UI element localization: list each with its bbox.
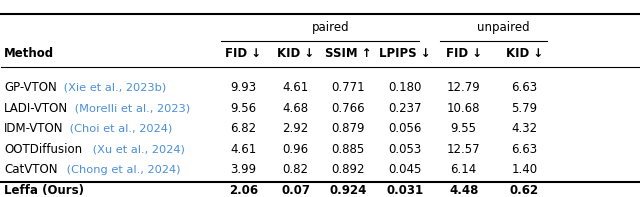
- Text: 12.57: 12.57: [447, 143, 481, 156]
- Text: (Morelli et al., 2023): (Morelli et al., 2023): [71, 103, 190, 113]
- Text: 2.06: 2.06: [229, 184, 258, 197]
- Text: 0.96: 0.96: [283, 143, 308, 156]
- Text: 0.771: 0.771: [332, 81, 365, 94]
- Text: 0.237: 0.237: [388, 102, 422, 115]
- Text: (Choi et al., 2024): (Choi et al., 2024): [66, 124, 172, 134]
- Text: 4.32: 4.32: [511, 122, 538, 135]
- Text: 0.07: 0.07: [281, 184, 310, 197]
- Text: 0.879: 0.879: [332, 122, 365, 135]
- Text: paired: paired: [312, 21, 349, 34]
- Text: OOTDiffusion: OOTDiffusion: [4, 143, 82, 156]
- Text: KID ↓: KID ↓: [277, 47, 314, 60]
- Text: (Xie et al., 2023b): (Xie et al., 2023b): [60, 83, 166, 93]
- Text: (Chong et al., 2024): (Chong et al., 2024): [63, 165, 180, 175]
- Text: 0.031: 0.031: [387, 184, 424, 197]
- Text: 6.14: 6.14: [451, 163, 477, 176]
- Text: 0.82: 0.82: [283, 163, 308, 176]
- Text: LADI-VTON: LADI-VTON: [4, 102, 68, 115]
- Text: unpaired: unpaired: [477, 21, 530, 34]
- Text: GP-VTON: GP-VTON: [4, 81, 56, 94]
- Text: SSIM ↑: SSIM ↑: [324, 47, 371, 60]
- Text: KID ↓: KID ↓: [506, 47, 543, 60]
- Text: 0.62: 0.62: [510, 184, 539, 197]
- Text: FID ↓: FID ↓: [445, 47, 482, 60]
- Text: 0.924: 0.924: [330, 184, 367, 197]
- Text: (Xu et al., 2024): (Xu et al., 2024): [89, 144, 185, 154]
- Text: 0.885: 0.885: [332, 143, 365, 156]
- Text: 0.766: 0.766: [332, 102, 365, 115]
- Text: 4.48: 4.48: [449, 184, 478, 197]
- Text: 9.55: 9.55: [451, 122, 477, 135]
- Text: 1.40: 1.40: [511, 163, 538, 176]
- Text: 4.68: 4.68: [283, 102, 308, 115]
- Text: 4.61: 4.61: [230, 143, 257, 156]
- Text: CatVTON: CatVTON: [4, 163, 58, 176]
- Text: 6.63: 6.63: [511, 143, 538, 156]
- Text: 0.180: 0.180: [388, 81, 422, 94]
- Text: FID ↓: FID ↓: [225, 47, 261, 60]
- Text: 6.63: 6.63: [511, 81, 538, 94]
- Text: 0.892: 0.892: [332, 163, 365, 176]
- Text: 0.056: 0.056: [388, 122, 422, 135]
- Text: Method: Method: [4, 47, 54, 60]
- Text: 9.56: 9.56: [230, 102, 257, 115]
- Text: 0.053: 0.053: [388, 143, 422, 156]
- Text: 6.82: 6.82: [230, 122, 257, 135]
- Text: IDM-VTON: IDM-VTON: [4, 122, 63, 135]
- Text: 4.61: 4.61: [283, 81, 309, 94]
- Text: 2.92: 2.92: [283, 122, 309, 135]
- Text: 3.99: 3.99: [230, 163, 257, 176]
- Text: LPIPS ↓: LPIPS ↓: [379, 47, 431, 60]
- Text: 5.79: 5.79: [511, 102, 538, 115]
- Text: Leffa (Ours): Leffa (Ours): [4, 184, 84, 197]
- Text: 10.68: 10.68: [447, 102, 481, 115]
- Text: 9.93: 9.93: [230, 81, 257, 94]
- Text: 0.045: 0.045: [388, 163, 422, 176]
- Text: 12.79: 12.79: [447, 81, 481, 94]
